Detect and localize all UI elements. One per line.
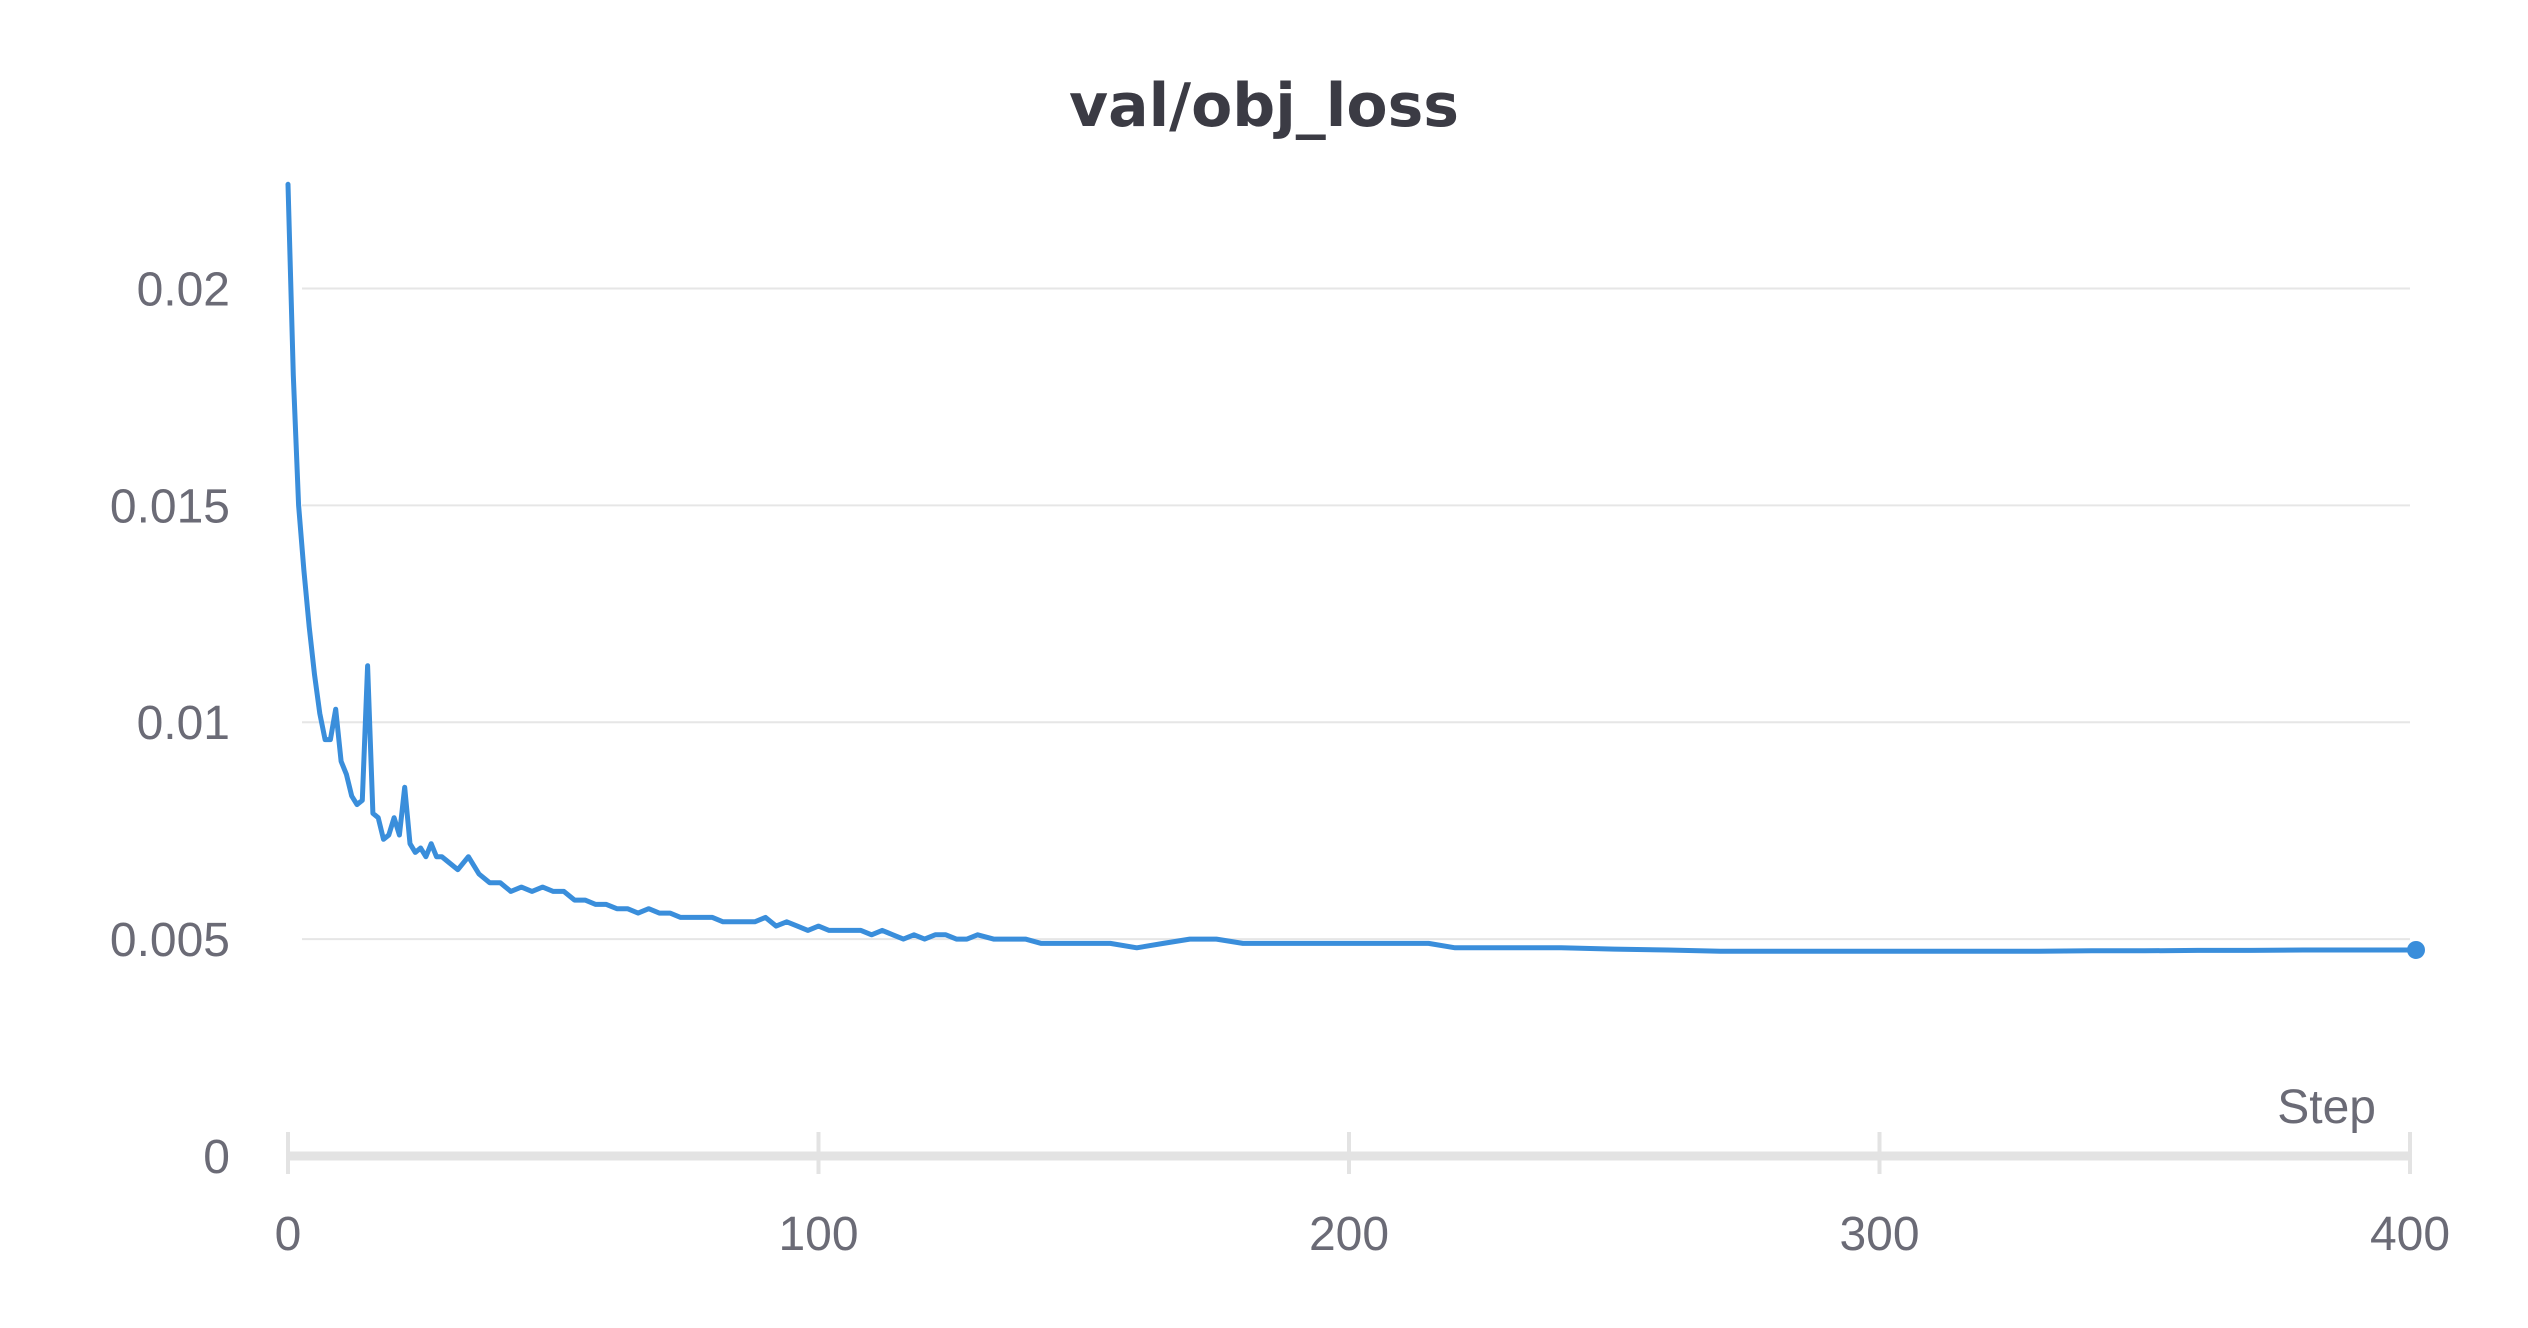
y-tick-label: 0.02	[137, 263, 230, 316]
x-tick-label: 100	[778, 1208, 858, 1261]
x-tick-label: 400	[2370, 1208, 2450, 1261]
x-tick-label: 300	[1839, 1208, 1919, 1261]
y-tick-label: 0.01	[137, 697, 230, 750]
plot-area	[285, 181, 2425, 959]
grid	[302, 287, 2410, 941]
series-line	[285, 181, 2413, 954]
y-tick-label: 0.005	[110, 914, 230, 967]
x-tick-label: 0	[275, 1208, 302, 1261]
y-tick-label: 0	[203, 1131, 230, 1184]
y-axis: 0 0.005 0.01 0.015 0.02	[110, 263, 230, 1184]
series-end-point	[2407, 940, 2425, 959]
x-axis: 0 100 200 300 400	[275, 1132, 2450, 1261]
chart-title: val/obj_loss	[1069, 71, 1459, 141]
x-axis-title: Step	[2277, 1081, 2376, 1134]
x-tick-label: 200	[1309, 1208, 1389, 1261]
y-tick-label: 0.015	[110, 480, 230, 533]
